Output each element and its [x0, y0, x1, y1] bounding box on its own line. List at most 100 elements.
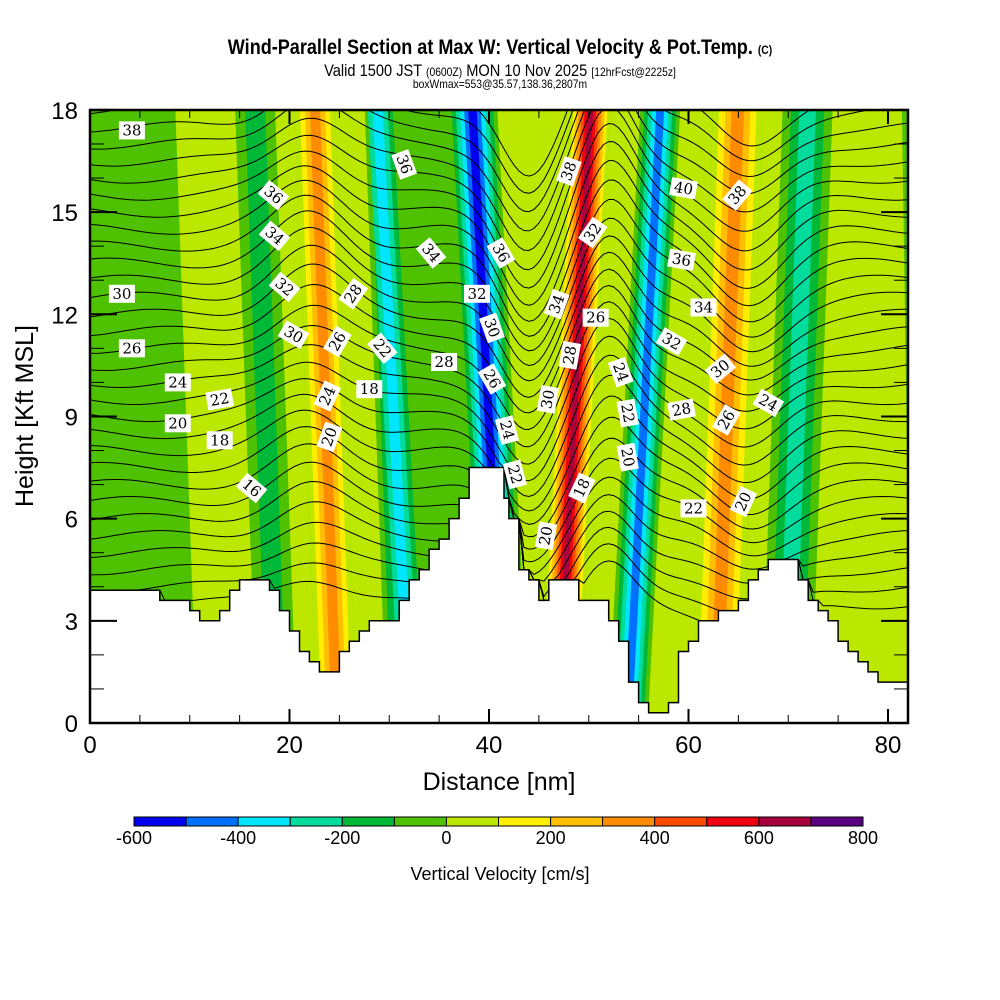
colorbar-tick-label: -600: [116, 828, 152, 848]
contour-label-text: 22: [504, 463, 526, 486]
contour-label-text: 20: [168, 414, 187, 432]
theta-contour-line: [90, 110, 908, 271]
velocity-band: [372, 110, 415, 723]
velocity-band: [310, 110, 342, 723]
contour-label-text: 22: [684, 499, 703, 517]
contour-label-text: 28: [435, 353, 454, 371]
contour-label-text: 26: [122, 339, 141, 357]
theta-contour-line: [90, 235, 908, 382]
contour-label-box: [118, 339, 145, 358]
colorbar-swatch: [550, 816, 604, 827]
colorbar-swatch: [498, 816, 552, 827]
contour-label: 30: [479, 312, 505, 344]
contour-label-box: [477, 363, 507, 395]
contour-label-box: [704, 353, 737, 385]
theta-contour-line: [90, 110, 908, 213]
contour-label-box: [502, 459, 527, 490]
theta-contour-line: [90, 110, 908, 252]
valid-utc: (0600Z): [426, 65, 463, 79]
contour-label: 20: [616, 442, 639, 472]
contour-label-box: [164, 373, 191, 392]
contour-label-box: [486, 237, 516, 269]
box-info: boxWmax=553@35.57,138.36,2807m: [412, 77, 588, 91]
velocity-band: [90, 110, 197, 723]
contour-label-box: [729, 486, 758, 518]
forecast-info: [12hrFcst@2225z]: [591, 65, 676, 79]
contour-label-text: 20: [318, 425, 341, 449]
colorbar-swatch: [289, 816, 343, 827]
contour-label-box: [108, 284, 135, 303]
contour-label-box: [680, 499, 707, 518]
contour-label-text: 20: [617, 446, 638, 468]
contour-label-box: [206, 431, 233, 450]
theta-contour-line: [90, 110, 871, 194]
colorbar-swatch: [393, 816, 447, 827]
contour-label-box: [722, 179, 753, 211]
contour-label-text: 34: [694, 299, 713, 317]
colorbar-title: Vertical Velocity [cm/s]: [410, 864, 589, 884]
colorbar-tick-label: -400: [220, 828, 256, 848]
contour-label-box: [655, 327, 688, 356]
contour-label-text: 34: [545, 292, 568, 316]
valid-time: Valid 1500 JST: [324, 61, 422, 80]
theta-contour-line: [90, 199, 908, 352]
colorbar-swatch: [237, 816, 291, 827]
colorbar-swatch: [758, 816, 812, 827]
chart-title: Wind-Parallel Section at Max W: Vertical…: [70, 36, 930, 60]
colorbar-swatch: [445, 816, 499, 827]
contour-label-box: [277, 320, 310, 349]
contour-label-text: 18: [210, 431, 229, 449]
contour-label-text: 30: [480, 316, 503, 340]
y-tick-label: 9: [65, 404, 78, 431]
contour-label-box: [464, 284, 490, 303]
colorbar-tick-label: -200: [324, 828, 360, 848]
y-tick-label: 12: [51, 302, 78, 329]
x-tick-label: 0: [83, 732, 96, 759]
theta-contour-line: [90, 110, 908, 232]
contour-label-box: [568, 472, 596, 504]
contour-label-text: 30: [112, 285, 131, 303]
contour-label: 40: [669, 177, 698, 200]
velocity-band: [275, 110, 317, 723]
chart-subtitle: Valid 1500 JST (0600Z) MON 10 Nov 2025 […: [70, 61, 930, 81]
contour-label-box: [323, 325, 352, 358]
colorbar-tick-label: 200: [536, 828, 566, 848]
contour-label: 18: [356, 380, 383, 399]
contour-label-box: [607, 356, 634, 388]
contour-label-box: [205, 388, 235, 411]
contour-label-text: 40: [673, 178, 695, 199]
contour-label: 24: [164, 373, 191, 392]
contour-label-text: 38: [122, 121, 141, 139]
contour-label: 20: [316, 421, 343, 453]
contour-label-box: [479, 312, 505, 344]
colorbar-tick-label: 800: [848, 828, 878, 848]
contour-label-box: [268, 271, 301, 303]
terrain-mask: [90, 466, 908, 723]
contour-label-box: [667, 398, 696, 421]
contour-label: 28: [431, 353, 458, 371]
contour-label: 20: [534, 521, 558, 551]
contour-label-box: [367, 332, 398, 365]
contour-label-text: 32: [467, 285, 486, 303]
contour-label-text: 26: [586, 309, 605, 327]
colorbar: -600 -400 -200 0 200 400 600 800: [116, 816, 878, 848]
theta-contour-line: [477, 110, 811, 177]
contour-label: 18: [206, 431, 233, 450]
theta-contour-line: [90, 160, 908, 322]
contour-label-text: 28: [671, 399, 693, 420]
contour-label-box: [415, 237, 447, 269]
contour-label-text: 36: [671, 249, 693, 270]
terrain: [90, 466, 908, 723]
contour-label: 32: [464, 284, 490, 303]
title-text: Wind-Parallel Section at Max W: Vertical…: [227, 36, 753, 59]
contour-label-text: 22: [209, 389, 231, 410]
contour-label: 20: [164, 414, 191, 433]
y-axis-title: Height [Kft MSL]: [11, 325, 39, 507]
theta-contour-line: [90, 179, 908, 337]
velocity-band: [623, 110, 665, 723]
contour-label-text: 28: [559, 344, 580, 366]
x-tick-label: 80: [875, 732, 902, 759]
contour-label-box: [752, 388, 785, 418]
colorbar-tick-label: 600: [744, 828, 774, 848]
